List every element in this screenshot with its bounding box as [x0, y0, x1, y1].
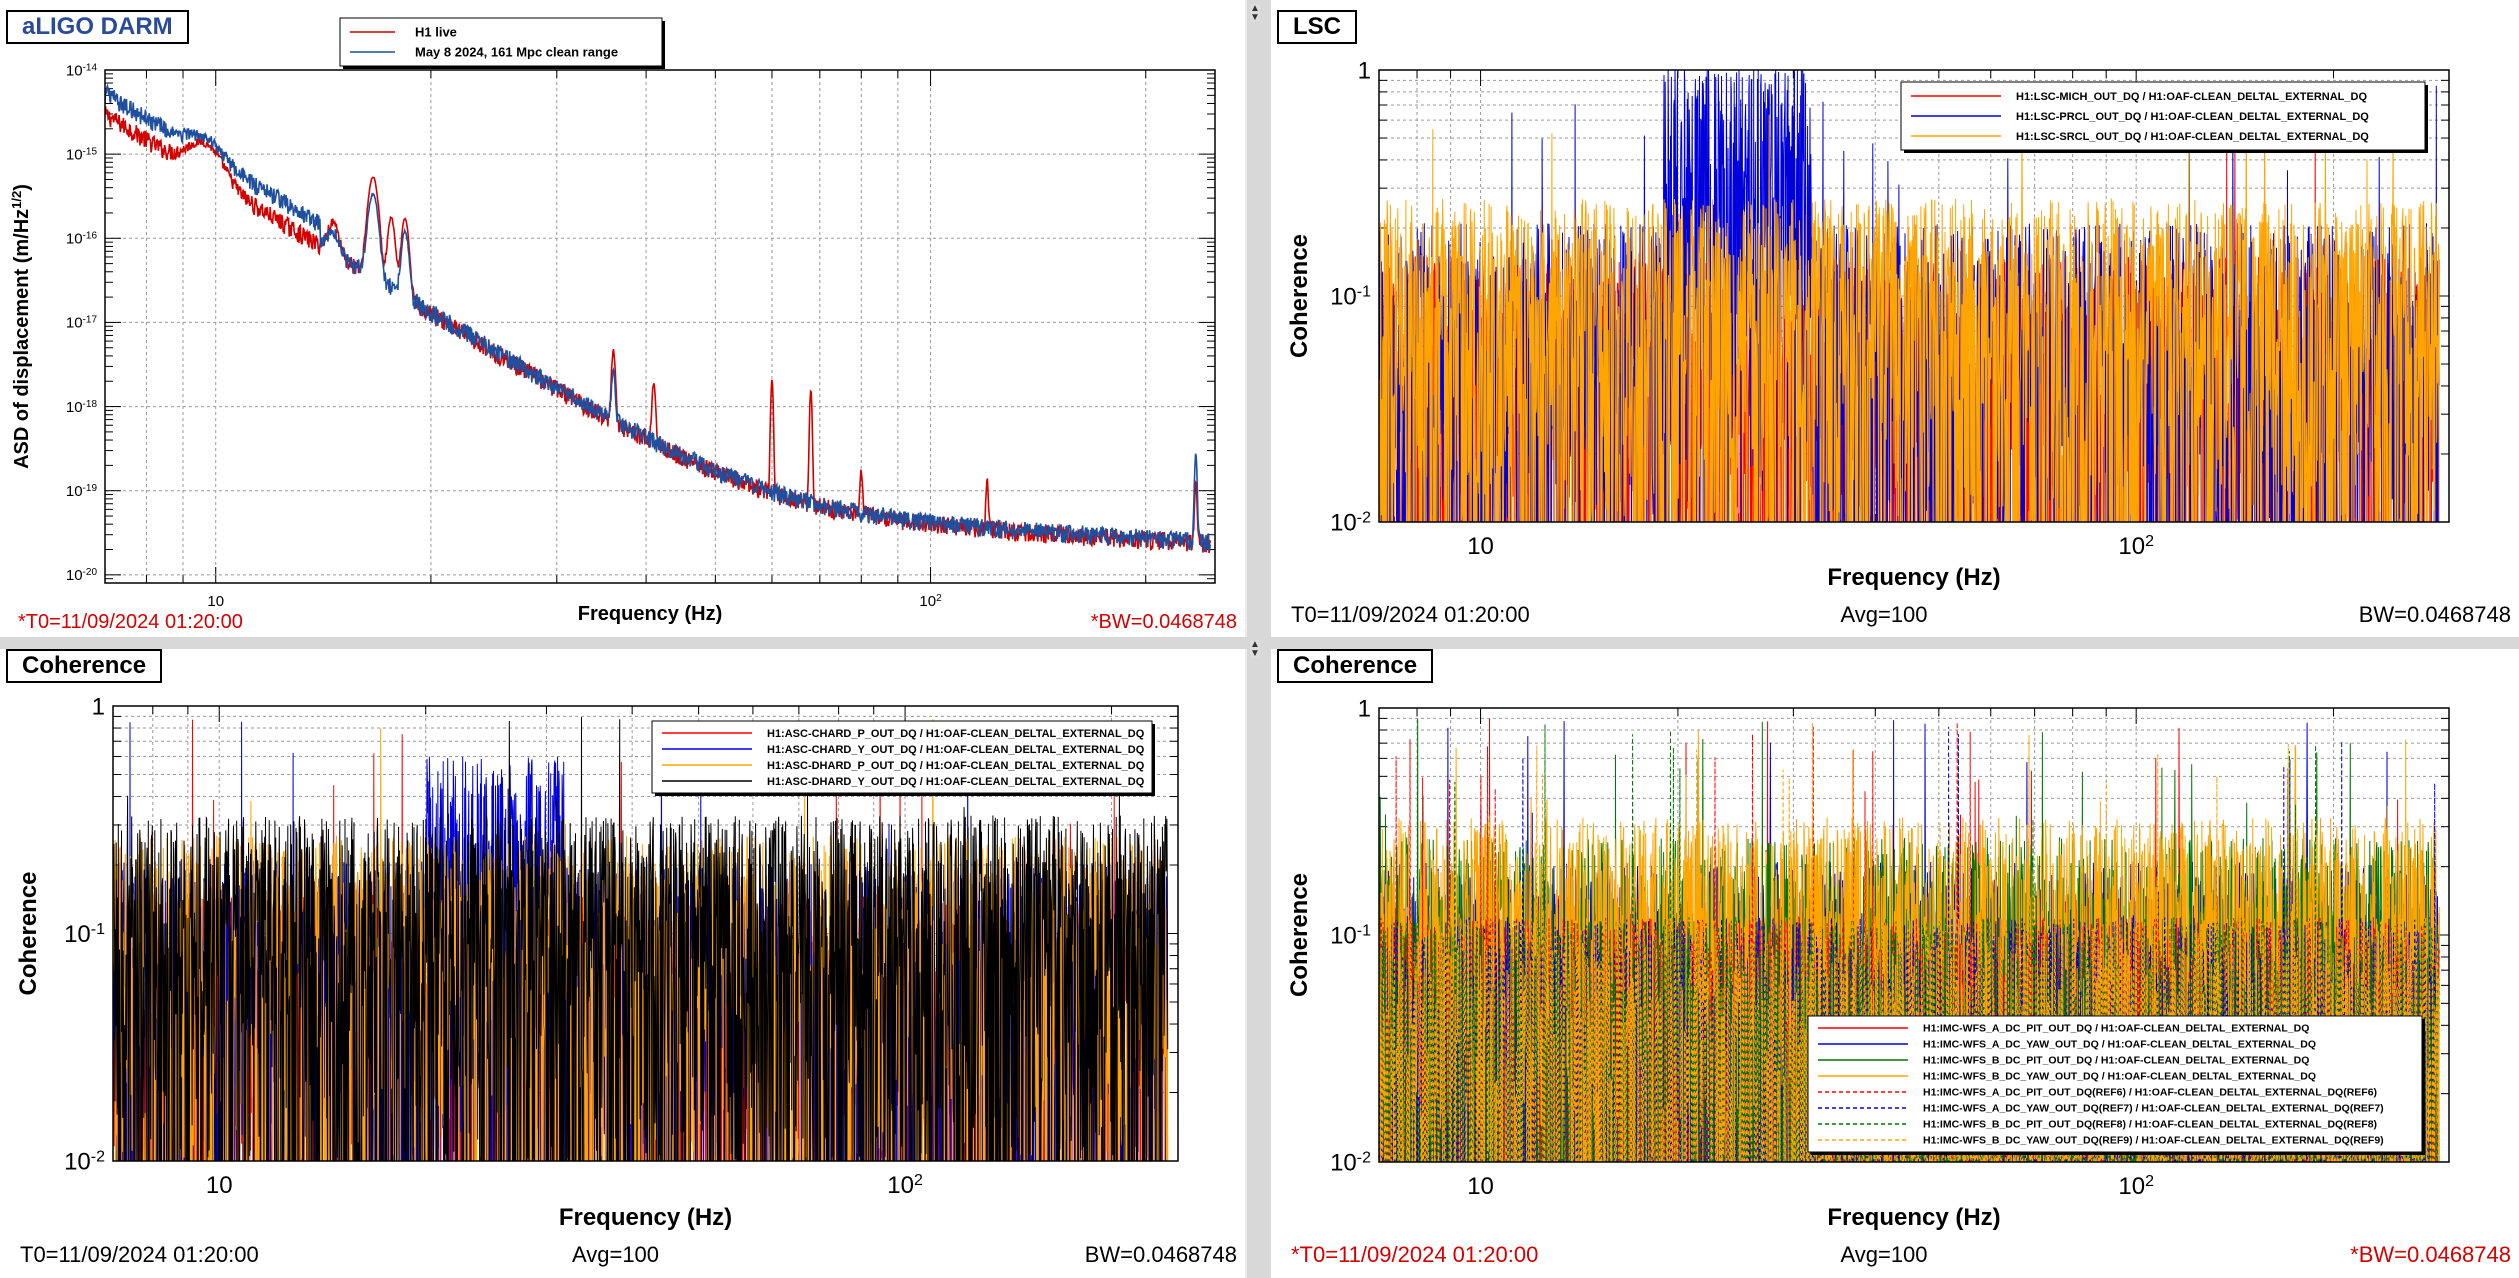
trace-3	[1379, 85, 2440, 522]
lsc-panel: 10 102 10-2 10-1 1 Frequency (Hz) Coherence T0=…	[1271, 0, 2519, 637]
plot-area[interactable]	[105, 70, 1215, 583]
traces	[1379, 70, 2440, 522]
traces	[105, 83, 1212, 554]
asc-panel: 10 102 10-2 10-1 1 Frequency (Hz) Coherence T0=…	[0, 649, 1245, 1278]
y-tick-label: 10-1	[1330, 922, 1371, 950]
legend-entry: H1:ASC-DHARD_P_OUT_DQ / H1:OAF-CLEAN_DEL…	[767, 760, 1145, 772]
imc-panel: 10 102 10-2 10-1 1 Frequency (Hz) Coherence *T0…	[1271, 649, 2519, 1278]
y-tick-label: 1	[92, 693, 105, 720]
x-tick-label: 102	[2118, 1173, 2154, 1201]
trace-8	[1379, 721, 2440, 1162]
footer-t0: *T0=11/09/2024 01:20:00	[18, 611, 243, 633]
y-tick-label: 10-19	[66, 482, 98, 500]
footer-bw: *BW=0.0468748	[1091, 611, 1237, 633]
legend-entry: H1:LSC-MICH_OUT_DQ / H1:OAF-CLEAN_DELTAL…	[2016, 91, 2367, 103]
y-tick-label: 1	[1358, 57, 1371, 84]
footer-avg: Avg=100	[1840, 1242, 1927, 1267]
lsc-panel-title: LSC	[1277, 10, 1357, 44]
y-tick-label: 10-1	[64, 920, 105, 948]
darm-panel: 10 102 10-20 10-19 10-18 10-17 10-16 10-15 10-14…	[0, 0, 1245, 637]
split-up-arrow-icon[interactable]: ▲ ▼	[1250, 3, 1260, 23]
legend-box	[339, 17, 663, 67]
y-tick-label: 10-2	[64, 1148, 105, 1176]
footer-avg: Avg=100	[572, 1242, 659, 1267]
y-axis-label: Coherence	[1286, 234, 1313, 358]
y-tick-label: 10-17	[66, 314, 98, 332]
x-tick-label: 10	[1467, 533, 1494, 560]
x-tick-label: 10	[207, 593, 224, 610]
footer-t0: T0=11/09/2024 01:20:00	[20, 1242, 259, 1267]
y-tick-label: 10-16	[66, 230, 98, 248]
legend[interactable]: H1:LSC-MICH_OUT_DQ / H1:OAF-CLEAN_DELTAL…	[1900, 81, 2428, 153]
imc-chart[interactable]: 10 102 10-2 10-1 1 Frequency (Hz) Coherence *T0…	[1271, 649, 2519, 1278]
x-axis-label: Frequency (Hz)	[1827, 1204, 2000, 1231]
trace-4	[113, 717, 1169, 1161]
legend[interactable]: H1:ASC-CHARD_P_OUT_DQ / H1:OAF-CLEAN_DEL…	[651, 720, 1155, 796]
trace-2	[105, 83, 1212, 553]
x-tick-label: 102	[919, 593, 942, 611]
legend-entry: H1:ASC-DHARD_Y_OUT_DQ / H1:OAF-CLEAN_DEL…	[767, 776, 1145, 788]
x-tick-label: 10	[1467, 1173, 1494, 1200]
legend-entry: H1:IMC-WFS_B_DC_YAW_OUT_DQ / H1:OAF-CLEA…	[1923, 1071, 2316, 1083]
legend[interactable]: H1:IMC-WFS_A_DC_PIT_OUT_DQ / H1:OAF-CLEA…	[1807, 1015, 2425, 1155]
y-tick-label: 10-14	[66, 62, 98, 80]
imc-panel-title: Coherence	[1277, 649, 1434, 683]
y-axis-label: Coherence	[15, 871, 42, 995]
legend-entry: H1:IMC-WFS_B_DC_PIT_OUT_DQ / H1:OAF-CLEA…	[1923, 1055, 2309, 1067]
traces	[113, 717, 1169, 1161]
legend-entry: H1:LSC-SRCL_OUT_DQ / H1:OAF-CLEAN_DELTAL…	[2016, 131, 2369, 143]
y-tick-label: 10-1	[1330, 283, 1371, 311]
plot-frame	[112, 705, 1179, 1162]
split-down-arrow-icon[interactable]: ▲ ▼	[1250, 639, 1260, 659]
legend-entry: H1:ASC-CHARD_Y_OUT_DQ / H1:OAF-CLEAN_DEL…	[767, 744, 1145, 756]
x-axis-label: Frequency (Hz)	[578, 603, 722, 625]
footer-bw: BW=0.0468748	[1085, 1242, 1237, 1267]
lsc-chart[interactable]: 10 102 10-2 10-1 1 Frequency (Hz) Coherence T0=…	[1271, 0, 2519, 637]
legend-entry: H1:IMC-WFS_B_DC_YAW_OUT_DQ(REF9) / H1:OA…	[1923, 1135, 2384, 1147]
legend-entry: H1:ASC-CHARD_P_OUT_DQ / H1:OAF-CLEAN_DEL…	[767, 728, 1145, 740]
darm-panel-title: aLIGO DARM	[6, 10, 189, 44]
y-axis-label: Coherence	[1286, 873, 1313, 997]
footer-bw: *BW=0.0468748	[2350, 1242, 2511, 1267]
plot-frame	[1378, 69, 2450, 523]
y-axis-label: ASD of displacement (m/Hz1/2)	[9, 184, 34, 469]
y-tick-label: 10-2	[1330, 1149, 1371, 1177]
x-axis-label: Frequency (Hz)	[559, 1204, 732, 1231]
legend-entry: H1 live	[415, 25, 457, 40]
x-tick-label: 102	[2118, 533, 2154, 561]
x-axis-label: Frequency (Hz)	[1827, 564, 2000, 591]
legend-box	[1807, 1015, 2423, 1153]
asc-panel-title: Coherence	[6, 649, 163, 683]
plot-frame	[1378, 707, 2450, 1163]
plot-frame	[104, 69, 1216, 584]
y-tick-label: 10-2	[1330, 509, 1371, 537]
legend-entry: H1:IMC-WFS_A_DC_PIT_OUT_DQ(REF6) / H1:OA…	[1923, 1087, 2377, 1099]
legend-entry: H1:IMC-WFS_A_DC_YAW_OUT_DQ(REF7) / H1:OA…	[1923, 1103, 2384, 1115]
footer-t0: T0=11/09/2024 01:20:00	[1291, 602, 1530, 627]
legend-entry: May 8 2024, 161 Mpc clean range	[415, 45, 618, 60]
footer-t0: *T0=11/09/2024 01:20:00	[1291, 1242, 1538, 1267]
legend-entry: H1:LSC-PRCL_OUT_DQ / H1:OAF-CLEAN_DELTAL…	[2016, 111, 2369, 123]
y-tick-label: 1	[1358, 695, 1371, 722]
y-tick-label: 10-20	[66, 567, 98, 585]
y-tick-label: 10-18	[66, 398, 98, 416]
asc-chart[interactable]: 10 102 10-2 10-1 1 Frequency (Hz) Coherence T0=…	[0, 649, 1245, 1278]
legend-entry: H1:IMC-WFS_B_DC_PIT_OUT_DQ(REF8) / H1:OA…	[1923, 1119, 2377, 1131]
darm-chart[interactable]: 10 102 10-20 10-19 10-18 10-17 10-16 10-15 10-14…	[0, 0, 1245, 637]
footer-bw: BW=0.0468748	[2359, 602, 2511, 627]
legend-entry: H1:IMC-WFS_A_DC_YAW_OUT_DQ / H1:OAF-CLEA…	[1923, 1039, 2316, 1051]
footer-avg: Avg=100	[1840, 602, 1927, 627]
y-tick-label: 10-15	[66, 146, 98, 164]
x-tick-label: 102	[887, 1172, 923, 1200]
x-tick-label: 10	[206, 1172, 233, 1199]
legend-entry: H1:IMC-WFS_A_DC_PIT_OUT_DQ / H1:OAF-CLEA…	[1923, 1023, 2309, 1035]
legend[interactable]: H1 live May 8 2024, 161 Mpc clean range	[339, 17, 665, 69]
